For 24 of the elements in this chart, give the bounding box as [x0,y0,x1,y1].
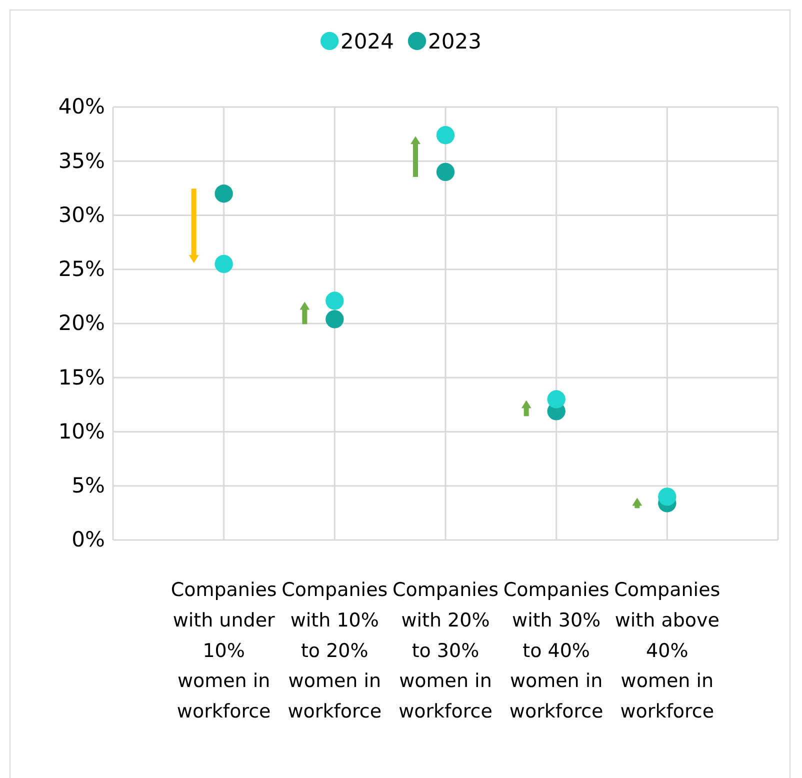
x-tick-label: Companies with 20% to 30% women in workforce [392,579,499,723]
y-tick-label: 0% [72,528,105,552]
point [214,254,233,274]
legend-label: 2023 [428,29,482,54]
y-tick-label: 15% [58,365,105,390]
point [436,162,455,182]
point [214,184,233,203]
legend-label: 2024 [340,29,394,54]
y-tick-label: 10% [58,419,105,444]
point [658,488,676,506]
point [436,126,455,144]
x-tick-label: Companies with 10% to 20% women in workforce [282,579,388,723]
point [326,310,344,328]
y-tick-label: 30% [58,202,105,227]
y-tick-label: 20% [58,311,105,336]
y-tick-label: 35% [58,148,105,173]
x-tick-label: Companies with 30% to 40% women in workforce [503,579,610,723]
y-tick-label: 25% [58,257,105,282]
point [326,292,344,310]
point [547,390,566,408]
x-tick-label: Companies with above 40% women in workforce [614,579,720,723]
y-tick-label: 5% [72,474,105,498]
x-tick-label: Companies with under 10% women in workforce [170,579,277,723]
y-tick-label: 40% [58,94,105,119]
